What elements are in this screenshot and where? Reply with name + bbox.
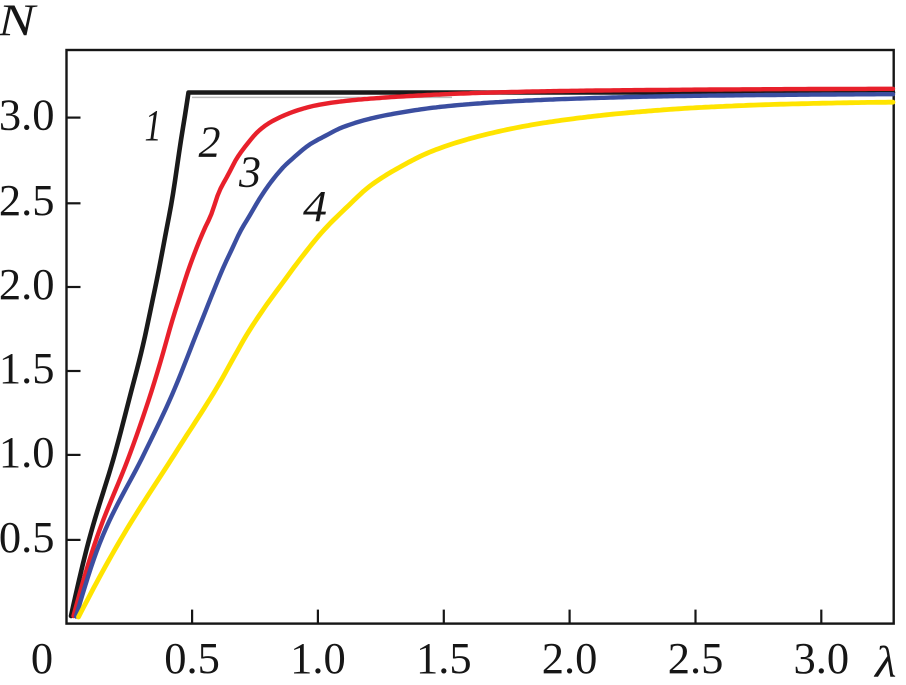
svg-text:1.5: 1.5 — [0, 343, 55, 393]
svg-text:3: 3 — [238, 147, 261, 196]
svg-text:3.0: 3.0 — [793, 633, 849, 683]
svg-text:2.5: 2.5 — [668, 633, 724, 683]
svg-text:2.5: 2.5 — [0, 175, 55, 225]
svg-text:1: 1 — [145, 101, 162, 150]
svg-text:1.0: 1.0 — [290, 633, 346, 683]
svg-text:2.0: 2.0 — [0, 259, 55, 309]
svg-text:1.0: 1.0 — [0, 427, 55, 477]
svg-text:1.5: 1.5 — [416, 633, 472, 683]
svg-text:0: 0 — [31, 633, 53, 683]
svg-text:2.0: 2.0 — [542, 633, 598, 683]
svg-text:4: 4 — [303, 182, 327, 231]
svg-text:N: N — [0, 0, 39, 46]
svg-text:λ: λ — [873, 638, 897, 685]
svg-text:0.5: 0.5 — [164, 633, 220, 683]
svg-text:0.5: 0.5 — [0, 512, 55, 562]
svg-text:2: 2 — [199, 118, 221, 167]
svg-text:3.0: 3.0 — [0, 90, 55, 140]
